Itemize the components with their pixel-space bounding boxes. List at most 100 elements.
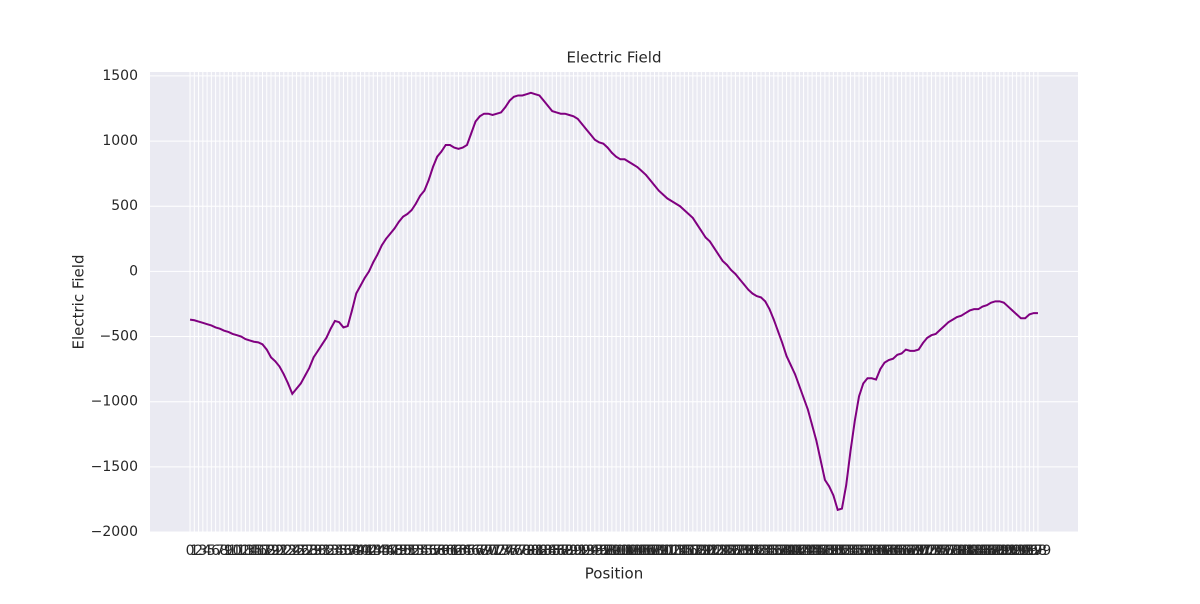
x-tick-label: 125: [709, 543, 736, 559]
x-tick-label: 163: [871, 543, 898, 559]
y-tick-label: −500: [100, 329, 138, 345]
x-tick-label: 167: [888, 543, 915, 559]
x-tick-label: 106: [628, 543, 655, 559]
x-tick-label: 148: [807, 543, 834, 559]
x-tick-label: 58: [428, 543, 446, 559]
x-tick-label: 105: [624, 543, 651, 559]
x-tick-label: 18: [258, 543, 276, 559]
x-tick-label: 189: [982, 543, 1009, 559]
x-tick-label: 193: [999, 543, 1026, 559]
x-tick-label: 173: [914, 543, 941, 559]
x-tick-label: 59: [433, 543, 451, 559]
x-tick-label: 103: [616, 543, 643, 559]
x-tick-label: 124: [705, 543, 732, 559]
y-tick-label: −1000: [91, 394, 138, 410]
x-tick-label: 128: [722, 543, 749, 559]
x-tick-label: 37: [339, 543, 357, 559]
x-tick-label: 75: [501, 543, 519, 559]
x-tick-label: 136: [756, 543, 783, 559]
x-tick-label: 176: [927, 543, 954, 559]
x-tick-label: 36: [335, 543, 353, 559]
x-tick-label: 9: [224, 543, 233, 559]
x-tick-label: 102: [611, 543, 638, 559]
x-tick-label: 115: [667, 543, 694, 559]
x-tick-label: 91: [569, 543, 587, 559]
x-tick-label: 151: [820, 543, 847, 559]
x-tick-label: 121: [692, 543, 719, 559]
x-tick-label: 123: [701, 543, 728, 559]
x-tick-label: 10: [224, 543, 242, 559]
x-tick-label: 82: [531, 543, 549, 559]
x-tick-label: 95: [586, 543, 604, 559]
x-tick-label: 76: [505, 543, 523, 559]
x-tick-label: 4: [203, 543, 212, 559]
x-tick-label: 25: [288, 543, 306, 559]
x-tick-label: 135: [752, 543, 779, 559]
x-tick-label: 72: [488, 543, 506, 559]
x-tick-label: 47: [381, 543, 399, 559]
x-tick-label: 86: [548, 543, 566, 559]
x-tick-label: 19: [262, 543, 280, 559]
x-tick-label: 67: [467, 543, 485, 559]
x-tick-label: 147: [803, 543, 830, 559]
x-tick-label: 84: [539, 543, 557, 559]
x-tick-label: 117: [675, 543, 702, 559]
x-tick-label: 186: [969, 543, 996, 559]
x-tick-label: 5: [207, 543, 216, 559]
x-tick-label: 101: [607, 543, 634, 559]
x-tick-label: 24: [283, 543, 301, 559]
x-tick-label: 142: [782, 543, 809, 559]
x-tick-label: 48: [386, 543, 404, 559]
x-tick-label: 83: [535, 543, 553, 559]
x-tick-label: 70: [479, 543, 497, 559]
x-tick-label: 130: [731, 543, 758, 559]
x-tick-label: 100: [603, 543, 630, 559]
x-tick-label: 175: [922, 543, 949, 559]
x-tick-label: 33: [322, 543, 340, 559]
x-tick-label: 6: [211, 543, 220, 559]
x-tick-label: 98: [599, 543, 617, 559]
x-tick-label: 198: [1020, 543, 1047, 559]
y-tick-label: 500: [111, 198, 138, 214]
x-tick-label: 119: [684, 543, 711, 559]
x-tick-label: 64: [454, 543, 472, 559]
x-tick-label: 87: [552, 543, 570, 559]
x-tick-label: 195: [1008, 543, 1035, 559]
x-tick-label: 26: [292, 543, 310, 559]
x-tick-label: 122: [697, 543, 724, 559]
x-tick-label: 55: [415, 543, 433, 559]
x-tick-label: 3: [198, 543, 207, 559]
x-tick-label: 35: [330, 543, 348, 559]
x-tick-label: 169: [897, 543, 924, 559]
x-tick-label: 168: [892, 543, 919, 559]
x-tick-label: 145: [794, 543, 821, 559]
x-tick-label: 133: [743, 543, 770, 559]
y-tick-label: −2000: [91, 524, 138, 540]
x-tick-label: 187: [973, 543, 1000, 559]
x-tick-label: 22: [275, 543, 293, 559]
x-tick-label: 137: [760, 543, 787, 559]
x-tick-label: 15: [245, 543, 263, 559]
x-tick-label: 79: [518, 543, 536, 559]
x-tick-label: 85: [543, 543, 561, 559]
x-tick-label: 78: [513, 543, 531, 559]
x-tick-label: 157: [846, 543, 873, 559]
x-tick-label: 29: [305, 543, 323, 559]
x-tick-label: 134: [748, 543, 775, 559]
x-tick-label: 16: [249, 543, 267, 559]
x-tick-label: 172: [910, 543, 937, 559]
x-tick-label: 140: [773, 543, 800, 559]
x-tick-label: 190: [986, 543, 1013, 559]
x-tick-label: 112: [654, 543, 681, 559]
x-tick-label: 99: [603, 543, 621, 559]
x-tick-label: 93: [577, 543, 595, 559]
x-tick-label: 2: [194, 543, 203, 559]
x-tick-label: 71: [484, 543, 502, 559]
x-tick-label: 183: [956, 543, 983, 559]
x-tick-label: 188: [978, 543, 1005, 559]
x-tick-label: 56: [420, 543, 438, 559]
x-tick-label: 127: [718, 543, 745, 559]
line: [189, 91, 1038, 512]
x-tick-label: 149: [812, 543, 839, 559]
x-tick-label: 143: [786, 543, 813, 559]
